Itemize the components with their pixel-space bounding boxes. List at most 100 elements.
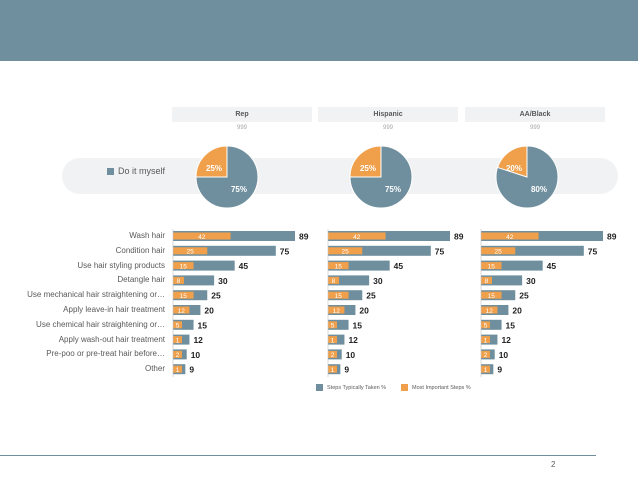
bar-typically bbox=[481, 275, 523, 286]
bar-important-value: 8 bbox=[485, 278, 489, 285]
bar-typically-value: 12 bbox=[348, 335, 358, 345]
category-label: Pre-poo or pre-treat hair before… bbox=[46, 349, 165, 359]
bar-typically-value: 30 bbox=[526, 276, 536, 286]
pie-slice-other bbox=[195, 145, 228, 178]
bar-important bbox=[481, 232, 539, 240]
bar-important bbox=[481, 247, 516, 255]
bar-typically-value: 45 bbox=[239, 261, 249, 271]
bar-important-value: 8 bbox=[177, 278, 181, 285]
pie-label-do-it-myself: 80% bbox=[531, 185, 547, 194]
category-label: Use hair styling products bbox=[77, 260, 165, 270]
legend-do-label: Do it myself bbox=[118, 166, 166, 176]
pie-label-other: 25% bbox=[206, 164, 222, 173]
bar-important-value: 5 bbox=[331, 323, 335, 330]
bar-typically bbox=[328, 231, 450, 241]
bar-typically-value: 45 bbox=[547, 261, 557, 271]
bar-important-value: 1 bbox=[176, 367, 180, 374]
category-label: Apply wash-out hair treatment bbox=[58, 334, 165, 344]
bar-important-value: 15 bbox=[335, 263, 343, 270]
bar-important-value: 12 bbox=[333, 308, 341, 315]
panel-header-aa-black: AA/Black bbox=[465, 107, 605, 122]
panel-base-rep: 999 bbox=[236, 125, 247, 131]
bar-typically-value: 12 bbox=[501, 335, 511, 345]
bar-typically-value: 20 bbox=[204, 306, 214, 316]
bar-typically-value: 9 bbox=[497, 365, 502, 375]
bar-important-value: 5 bbox=[176, 323, 180, 330]
bar-important bbox=[173, 350, 182, 358]
bar-typically-value: 45 bbox=[394, 261, 404, 271]
bar-important bbox=[328, 232, 386, 240]
bar-important bbox=[173, 365, 182, 373]
bar-important bbox=[173, 262, 194, 270]
bar-important bbox=[481, 291, 502, 299]
header-banner bbox=[0, 0, 638, 61]
bar-important bbox=[173, 232, 231, 240]
bar-typically bbox=[173, 245, 276, 256]
bar-important-value: 15 bbox=[488, 263, 496, 270]
bar-typically bbox=[173, 260, 235, 271]
legend-swatch-icon bbox=[107, 167, 114, 175]
bar-important-value: 2 bbox=[331, 352, 335, 359]
bar-important bbox=[481, 365, 490, 373]
bar-typically bbox=[481, 245, 584, 256]
bar-important bbox=[481, 336, 490, 344]
pie-label-other: 25% bbox=[360, 164, 376, 173]
bar-important bbox=[328, 336, 337, 344]
bar-typically-value: 20 bbox=[359, 306, 369, 316]
pie-slice-other bbox=[349, 145, 382, 178]
bar-typically-value: 30 bbox=[373, 276, 383, 286]
panel-base-aa-black: 999 bbox=[529, 125, 540, 131]
bar-important-value: 25 bbox=[187, 249, 195, 256]
bar-important bbox=[481, 306, 498, 314]
panel-base-hispanic: 999 bbox=[382, 125, 393, 131]
bar-important-value: 42 bbox=[353, 234, 361, 241]
bar-important bbox=[173, 247, 208, 255]
bar-typically-value: 15 bbox=[506, 320, 516, 330]
bar-important-value: 1 bbox=[331, 367, 335, 374]
bar-important-value: 8 bbox=[332, 278, 336, 285]
bar-important bbox=[481, 262, 502, 270]
category-label: Use chemical hair straightening or… bbox=[36, 319, 165, 329]
bar-typically-value: 75 bbox=[588, 246, 598, 256]
bar-typically-value: 9 bbox=[189, 365, 194, 375]
bar-important-value: 1 bbox=[484, 367, 488, 374]
bar-important-value: 42 bbox=[506, 234, 514, 241]
bar-important-value: 15 bbox=[180, 293, 188, 300]
bar-important bbox=[328, 306, 345, 314]
bar-typically bbox=[173, 231, 295, 241]
bar-important bbox=[328, 247, 363, 255]
bar-important-value: 15 bbox=[180, 263, 188, 270]
bar-important-value: 15 bbox=[335, 293, 343, 300]
bar-important bbox=[173, 336, 182, 344]
pie-label-do-it-myself: 75% bbox=[385, 185, 401, 194]
bar-important bbox=[173, 276, 184, 284]
bar-typically-value: 15 bbox=[198, 320, 208, 330]
bar-important bbox=[173, 291, 194, 299]
bar-typically-value: 20 bbox=[512, 306, 522, 316]
bar-important bbox=[173, 306, 190, 314]
bar-typically bbox=[328, 245, 431, 256]
legend-important-label: Most Important Steps % bbox=[412, 384, 471, 391]
bar-typically-value: 25 bbox=[366, 291, 376, 301]
bar-typically-value: 89 bbox=[607, 232, 617, 242]
bar-typically bbox=[481, 231, 603, 241]
legend-typically-label: Steps Typically Taken % bbox=[327, 384, 387, 391]
bar-typically bbox=[328, 275, 370, 286]
bar-typically bbox=[173, 275, 215, 286]
bar-important-value: 1 bbox=[176, 337, 180, 344]
bar-important-value: 5 bbox=[484, 323, 488, 330]
bar-typically bbox=[481, 260, 543, 271]
bar-typically-value: 89 bbox=[299, 232, 309, 242]
bar-typically-value: 75 bbox=[280, 246, 290, 256]
legend-important: Most Important Steps % bbox=[401, 384, 471, 391]
legend-important-icon bbox=[401, 384, 408, 391]
bar-typically-value: 12 bbox=[193, 335, 203, 345]
bar-important-value: 12 bbox=[486, 308, 494, 315]
bar-important-value: 42 bbox=[198, 234, 206, 241]
bar-typically-value: 30 bbox=[218, 276, 228, 286]
legend-typically-icon bbox=[316, 384, 323, 391]
page-number: 2 bbox=[551, 460, 556, 469]
category-label: Condition hair bbox=[115, 245, 165, 255]
bar-typically-value: 10 bbox=[191, 350, 201, 360]
